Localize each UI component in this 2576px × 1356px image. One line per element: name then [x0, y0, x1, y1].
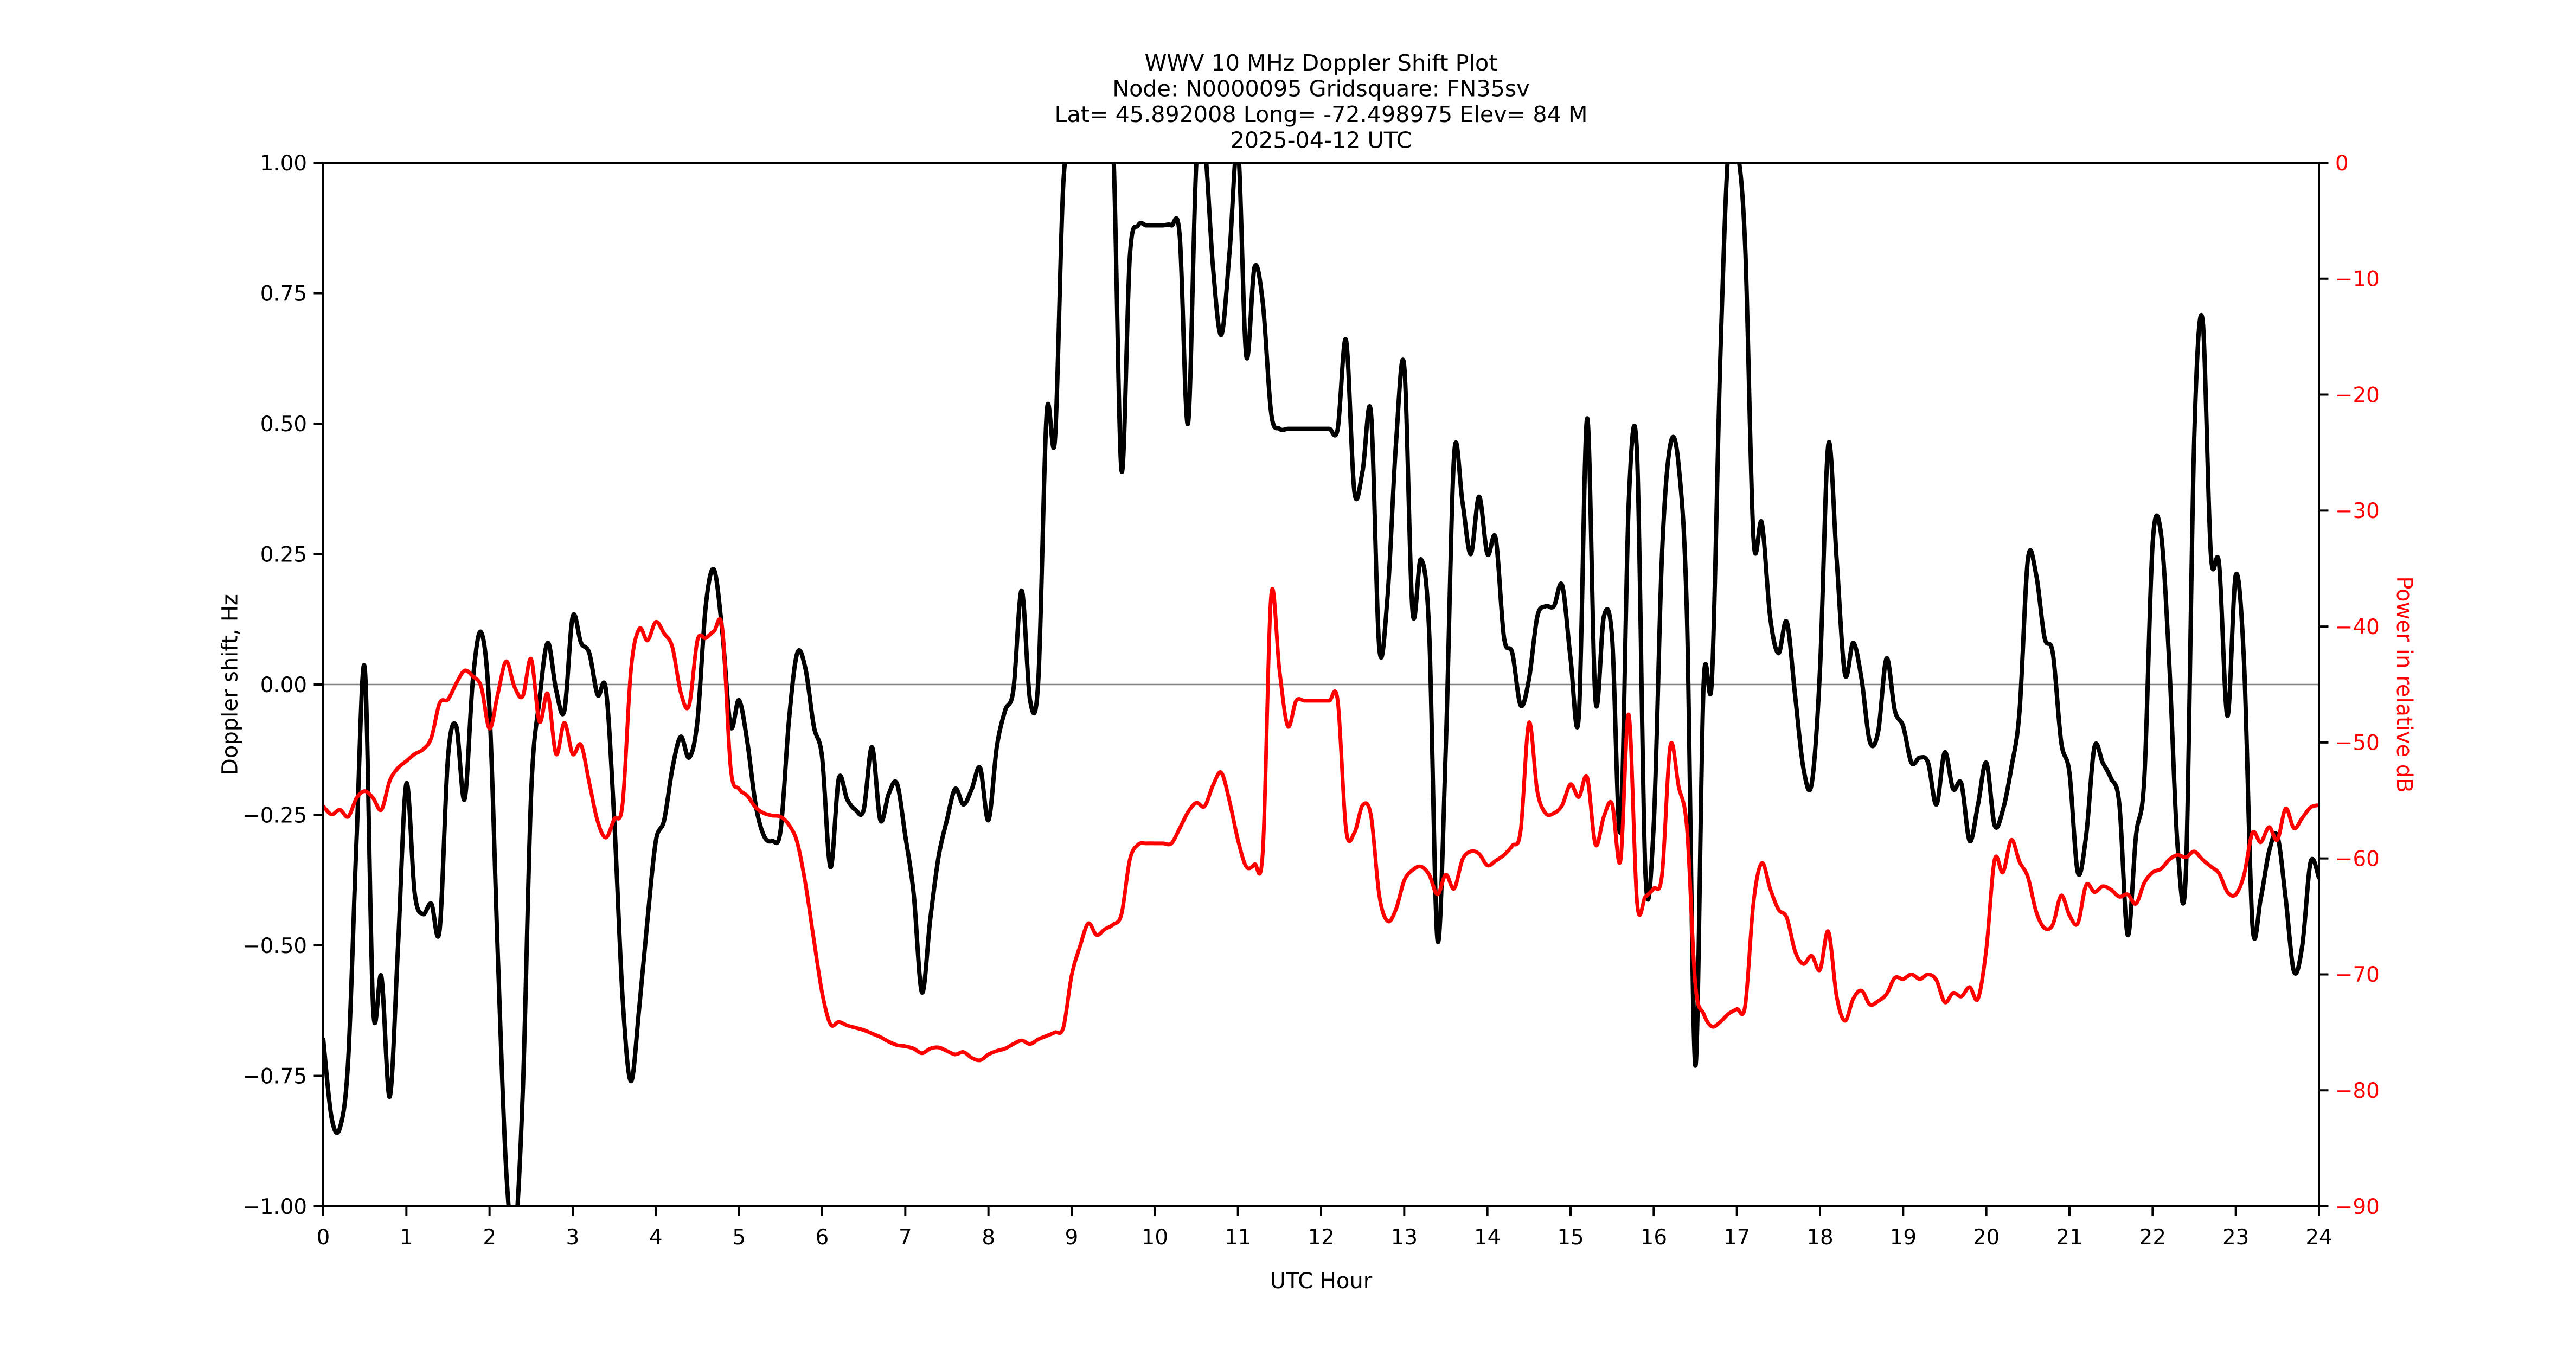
- y-left-tick-label: −0.75: [242, 1064, 307, 1089]
- x-tick-label: 10: [1142, 1225, 1168, 1250]
- y-left-tick-label: −0.50: [242, 934, 307, 958]
- x-tick-label: 2: [483, 1225, 496, 1250]
- x-tick-label: 16: [1641, 1225, 1667, 1250]
- y-left-tick-label: −1.00: [242, 1195, 307, 1219]
- y-right-tick-label: −60: [2335, 847, 2380, 871]
- x-tick-label: 17: [1723, 1225, 1750, 1250]
- y-left-tick-label: 0.00: [260, 673, 307, 698]
- x-tick-label: 6: [816, 1225, 829, 1250]
- x-tick-label: 20: [1973, 1225, 2000, 1250]
- x-axis-ticks: 0 1 2 3 4 5 6 7 8 9 10 11 12 13 14 15 16 17 18 19 20 21 22 23 24: [317, 1206, 2333, 1250]
- y-left-tick-label: 0.75: [260, 282, 307, 306]
- y-right-tick-label: 0: [2335, 151, 2349, 176]
- y-left-tick-label: 0.50: [260, 412, 307, 437]
- y-right-tick-label: −30: [2335, 499, 2380, 523]
- y-right-tick-label: −50: [2335, 731, 2380, 756]
- x-tick-label: 18: [1806, 1225, 1833, 1250]
- title-line-4: 2025-04-12 UTC: [1231, 127, 1412, 153]
- series-curves: [323, 163, 2319, 1206]
- power_relative_db-curve: [323, 587, 2319, 1063]
- y-axis-right-label: Power in relative dB: [2392, 576, 2417, 792]
- chart-title: WWV 10 MHz Doppler Shift Plot Node: N000…: [1054, 50, 1587, 153]
- y-right-tick-label: −70: [2335, 963, 2380, 987]
- y-axis-right-ticks: 0 −10 −20 −30 −40 −50 −60 −70 −80 −90: [2319, 151, 2380, 1219]
- x-tick-label: 7: [899, 1225, 912, 1250]
- x-tick-label: 9: [1065, 1225, 1079, 1250]
- x-axis-label: UTC Hour: [1270, 1269, 1373, 1294]
- x-tick-label: 14: [1474, 1225, 1501, 1250]
- x-tick-label: 13: [1391, 1225, 1418, 1250]
- y-axis-left-label: Doppler shift, Hz: [218, 594, 243, 775]
- y-left-tick-label: 0.25: [260, 542, 307, 567]
- y-left-tick-label: −0.25: [242, 803, 307, 828]
- doppler_shift_hz-curve: [323, 163, 2319, 1206]
- title-line-3: Lat= 45.892008 Long= -72.498975 Elev= 84…: [1054, 101, 1587, 127]
- x-tick-label: 22: [2139, 1225, 2166, 1250]
- y-right-tick-label: −90: [2335, 1195, 2380, 1219]
- title-line-2: Node: N0000095 Gridsquare: FN35sv: [1112, 76, 1529, 102]
- x-tick-label: 15: [1557, 1225, 1584, 1250]
- x-tick-label: 11: [1225, 1225, 1251, 1250]
- title-line-1: WWV 10 MHz Doppler Shift Plot: [1145, 50, 1498, 76]
- x-tick-label: 19: [1890, 1225, 1917, 1250]
- x-tick-label: 0: [317, 1225, 330, 1250]
- y-right-tick-label: −40: [2335, 615, 2380, 639]
- x-tick-label: 21: [2056, 1225, 2082, 1250]
- x-tick-label: 24: [2305, 1225, 2332, 1250]
- x-tick-label: 3: [566, 1225, 580, 1250]
- y-right-tick-label: −80: [2335, 1079, 2380, 1103]
- x-tick-label: 8: [982, 1225, 995, 1250]
- y-axis-left-ticks: 1.00 0.75 0.50 0.25 0.00 −0.25 −0.50 −0.75 −1.00: [242, 151, 323, 1219]
- x-tick-label: 5: [732, 1225, 746, 1250]
- x-tick-label: 12: [1308, 1225, 1334, 1250]
- x-tick-label: 23: [2222, 1225, 2249, 1250]
- y-right-tick-label: −10: [2335, 267, 2380, 292]
- y-left-tick-label: 1.00: [260, 151, 307, 176]
- y-right-tick-label: −20: [2335, 383, 2380, 407]
- x-tick-label: 4: [649, 1225, 663, 1250]
- x-tick-label: 1: [400, 1225, 413, 1250]
